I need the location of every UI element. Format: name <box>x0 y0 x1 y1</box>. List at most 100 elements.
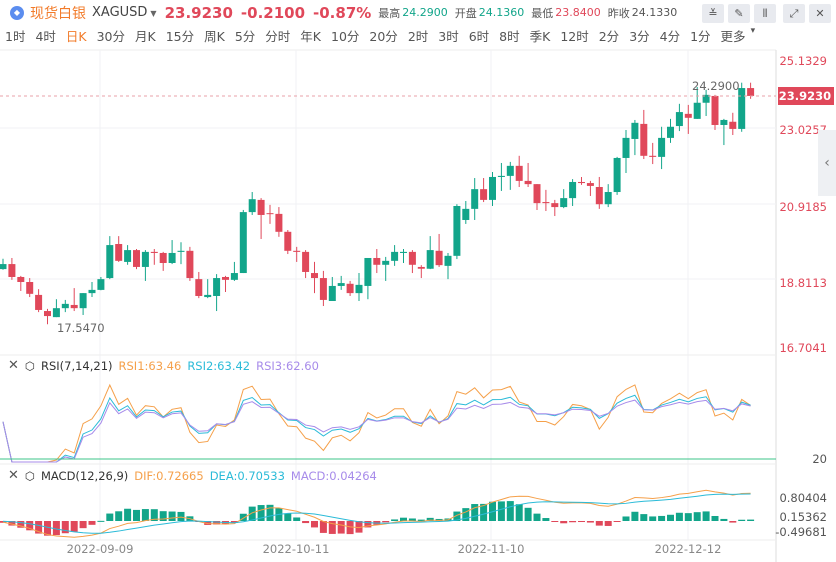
chevron-left-icon: ‹ <box>824 155 830 171</box>
period-tab[interactable]: 20分 <box>369 29 398 44</box>
current-price-label: 23.9230 <box>779 89 831 103</box>
macd-bar <box>293 517 301 521</box>
candle-up <box>61 303 69 309</box>
current-price-tag <box>778 87 834 105</box>
candle-up <box>560 198 568 208</box>
macd-bar <box>693 512 701 521</box>
period-tab[interactable]: 更多 <box>720 29 746 44</box>
draw-button[interactable]: ✎ <box>728 4 750 23</box>
macd-bar <box>106 513 114 521</box>
candle-up <box>720 119 728 125</box>
macd-bar <box>133 509 140 521</box>
period-tab[interactable]: 8时 <box>499 29 520 44</box>
period-tab[interactable]: 15分 <box>165 29 195 44</box>
macd-bar <box>631 511 639 521</box>
macd-bar <box>328 521 336 534</box>
candle-up <box>426 250 434 269</box>
candle-down <box>44 311 51 317</box>
period-tab[interactable]: 3时 <box>438 29 459 44</box>
macd-bar <box>204 521 212 525</box>
macd-bar <box>8 521 16 526</box>
period-tab[interactable]: 6时 <box>468 29 490 44</box>
rsi3-line <box>2 399 751 463</box>
close-macd-icon[interactable]: ✕ <box>8 468 19 483</box>
date-label: 2022-11-10 <box>458 542 525 556</box>
fullscreen-button[interactable]: ⤢ <box>783 4 805 23</box>
period-tab[interactable]: 1分 <box>690 29 711 44</box>
macd-bar <box>702 511 710 521</box>
drawing-tools: ≚ ✎ ⫴ <box>702 4 776 23</box>
macd-bar <box>364 521 372 528</box>
pencil-icon: ✎ <box>734 7 744 20</box>
macd-bar <box>462 508 470 521</box>
prev-close-label: 昨收 <box>607 6 630 20</box>
period-tab[interactable]: 4分 <box>659 29 681 44</box>
period-tab[interactable]: 30分 <box>96 29 126 44</box>
expand-icon: ⤢ <box>789 6 799 20</box>
period-tab[interactable]: 月K <box>135 29 156 44</box>
candle-up <box>364 257 372 286</box>
candle-down <box>8 264 16 277</box>
macd-bar <box>533 513 541 521</box>
period-tab[interactable]: 日K <box>65 29 87 44</box>
period-tab[interactable]: 10分 <box>331 29 360 44</box>
candle-up <box>489 176 496 200</box>
candle-up <box>204 294 212 298</box>
candle-down <box>711 95 719 125</box>
close-rsi-icon[interactable]: ✕ <box>8 358 19 373</box>
period-tab[interactable]: 2时 <box>407 29 429 44</box>
dea-value: DEA:0.70533 <box>209 468 285 483</box>
period-tab[interactable]: 12时 <box>560 29 589 44</box>
candle-down <box>729 121 737 129</box>
chart-type-button[interactable]: ⫴ <box>754 4 776 23</box>
price-axis-label: 25.1329 <box>779 54 827 68</box>
candle-down <box>533 184 541 204</box>
macd-bar <box>311 521 318 528</box>
candle-down <box>319 278 327 300</box>
prev-close-value: 24.1330 <box>631 6 678 19</box>
period-tab[interactable]: 分时 <box>265 29 291 44</box>
period-tab[interactable]: 季K <box>529 29 551 44</box>
candle-up <box>106 245 114 279</box>
settings-macd-icon[interactable]: ⬡ <box>24 468 35 483</box>
macd-axis-label: 0.15362 <box>779 510 827 524</box>
candle-down <box>373 257 381 265</box>
rsi2-line <box>2 394 751 463</box>
macd-bar <box>35 521 43 534</box>
period-tab[interactable]: 5分 <box>234 29 256 44</box>
macd-bar <box>168 511 176 521</box>
period-tab[interactable]: 年K <box>300 29 321 44</box>
side-panel-toggle[interactable]: ‹ <box>818 130 836 196</box>
candle-down <box>524 180 532 185</box>
period-tab[interactable]: 周K <box>204 29 225 44</box>
symbol-selector[interactable]: XAGUSD ▼ <box>92 5 157 20</box>
window-tools: ⤢ ✕ <box>783 4 831 23</box>
price-axis-label: 23.0257 <box>779 123 827 137</box>
candle-up <box>444 255 452 266</box>
indicator-button[interactable]: ≚ <box>702 4 724 23</box>
silver-logo-icon: ◆ <box>10 5 24 20</box>
macd-bar <box>97 520 105 522</box>
macd-bar <box>542 518 550 521</box>
period-tab[interactable]: 1时 <box>5 29 26 44</box>
macd-bar <box>177 511 185 521</box>
candle-up <box>400 251 407 253</box>
candle-up <box>631 122 639 139</box>
macd-bar <box>595 521 603 526</box>
candle-down <box>684 113 692 118</box>
settings-rsi-icon[interactable]: ⬡ <box>24 358 35 373</box>
candlestick-icon: ⫴ <box>762 6 768 20</box>
close-button[interactable]: ✕ <box>809 4 831 23</box>
macd-bar <box>391 519 399 521</box>
period-tab[interactable]: 4时 <box>35 29 56 44</box>
macd-bar <box>471 504 479 521</box>
macd-bar <box>150 509 158 521</box>
period-tab[interactable]: 3分 <box>629 29 650 44</box>
dea-line <box>2 493 751 534</box>
candle-up <box>693 102 701 119</box>
candle-down <box>747 88 755 96</box>
period-tab[interactable]: 2分 <box>598 29 620 44</box>
macd-bar <box>302 521 310 524</box>
macd-bar <box>408 518 416 521</box>
